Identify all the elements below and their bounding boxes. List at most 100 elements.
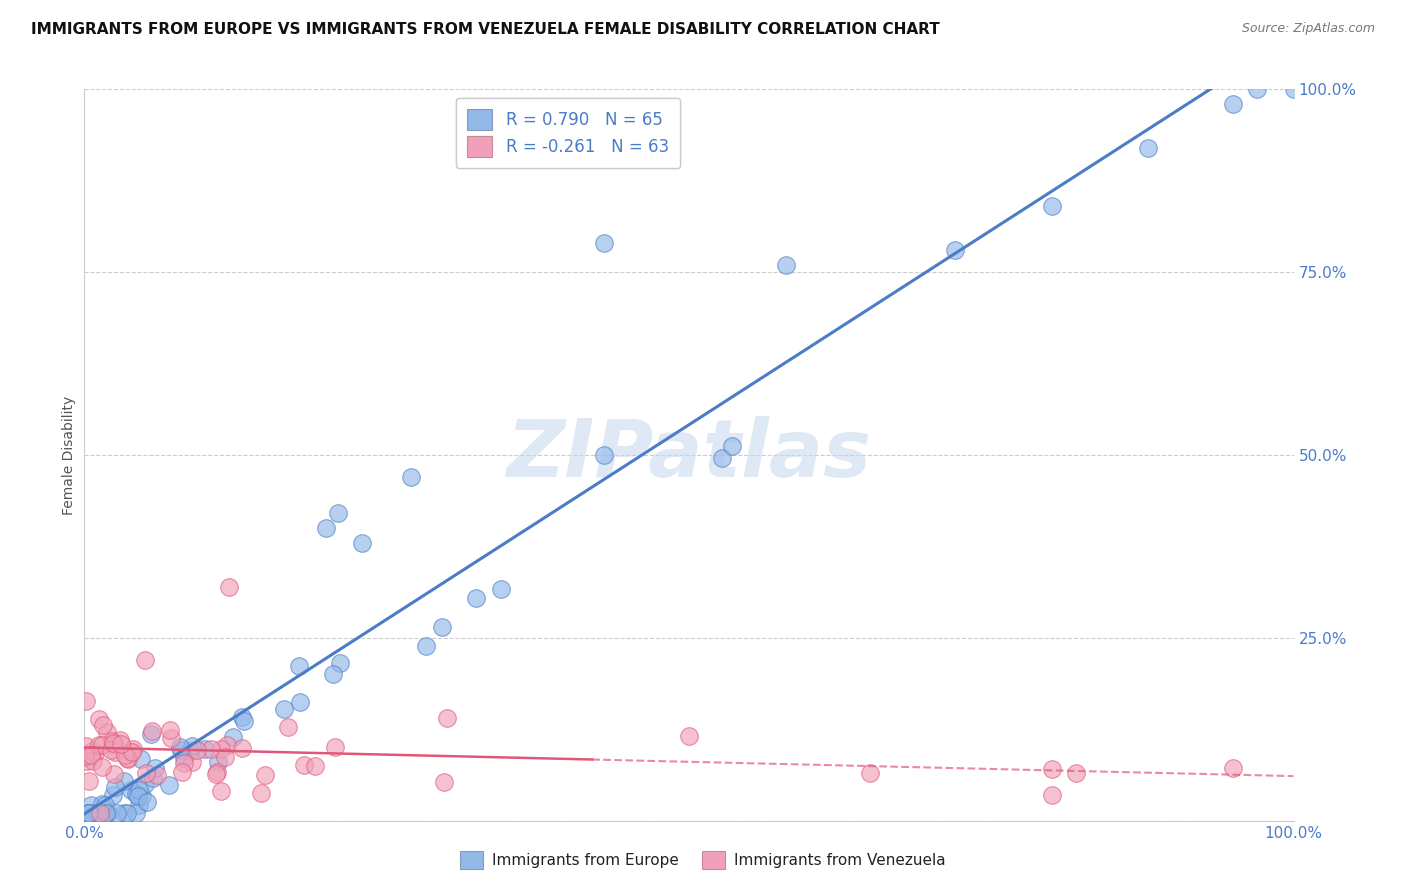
Point: [315, 521, 337, 535]
Point: [1222, 760, 1244, 774]
Point: [253, 768, 276, 782]
Point: [86, 806, 108, 821]
Point: [209, 742, 232, 756]
Point: [121, 741, 143, 756]
Point: [170, 764, 193, 779]
Legend: Immigrants from Europe, Immigrants from Venezuela: Immigrants from Europe, Immigrants from …: [454, 845, 952, 875]
Point: [859, 766, 882, 780]
Point: [179, 744, 201, 758]
Point: [143, 761, 166, 775]
Point: [97, 806, 120, 821]
Point: [399, 470, 422, 484]
Point: [329, 656, 352, 670]
Point: [76, 755, 98, 769]
Point: [96, 724, 118, 739]
Point: [204, 766, 226, 780]
Point: [1040, 763, 1063, 777]
Point: [128, 782, 150, 797]
Point: [277, 720, 299, 734]
Point: [103, 766, 125, 780]
Point: [711, 450, 734, 465]
Point: [115, 751, 138, 765]
Point: [103, 788, 125, 802]
Point: [134, 653, 156, 667]
Point: [80, 744, 103, 758]
Text: ZIPatlas: ZIPatlas: [506, 416, 872, 494]
Point: [90, 760, 112, 774]
Point: [169, 740, 191, 755]
Point: [87, 712, 110, 726]
Point: [221, 730, 243, 744]
Point: [1064, 766, 1087, 780]
Point: [80, 747, 103, 762]
Point: [105, 805, 128, 820]
Point: [103, 737, 125, 751]
Point: [180, 739, 202, 754]
Point: [288, 659, 311, 673]
Point: [352, 535, 374, 549]
Point: [90, 739, 112, 753]
Point: [77, 806, 100, 821]
Point: [214, 750, 236, 764]
Point: [231, 710, 253, 724]
Point: [83, 806, 105, 821]
Point: [131, 789, 153, 803]
Point: [292, 757, 315, 772]
Point: [75, 694, 97, 708]
Point: [141, 724, 163, 739]
Point: [80, 798, 103, 813]
Point: [249, 786, 271, 800]
Point: [127, 789, 149, 803]
Point: [108, 733, 131, 747]
Point: [160, 731, 183, 745]
Point: [90, 797, 112, 812]
Point: [121, 745, 143, 759]
Point: [75, 739, 97, 753]
Point: [159, 723, 181, 737]
Point: [77, 806, 100, 821]
Point: [120, 783, 142, 797]
Point: [1137, 141, 1160, 155]
Point: [1222, 96, 1244, 111]
Point: [94, 798, 117, 813]
Point: [430, 620, 453, 634]
Point: [1282, 82, 1305, 96]
Point: [135, 766, 157, 780]
Point: [125, 806, 148, 821]
Point: [110, 737, 132, 751]
Y-axis label: Female Disability: Female Disability: [62, 395, 76, 515]
Point: [1040, 199, 1063, 213]
Point: [77, 774, 100, 789]
Legend: R = 0.790   N = 65, R = -0.261   N = 63: R = 0.790 N = 65, R = -0.261 N = 63: [456, 97, 681, 169]
Point: [180, 755, 202, 769]
Point: [136, 795, 159, 809]
Point: [322, 667, 344, 681]
Point: [134, 777, 156, 791]
Point: [173, 751, 195, 765]
Point: [288, 695, 311, 709]
Point: [89, 738, 111, 752]
Text: IMMIGRANTS FROM EUROPE VS IMMIGRANTS FROM VENEZUELA FEMALE DISABILITY CORRELATIO: IMMIGRANTS FROM EUROPE VS IMMIGRANTS FRO…: [31, 22, 939, 37]
Point: [1246, 82, 1268, 96]
Point: [323, 739, 346, 754]
Point: [775, 258, 797, 272]
Point: [433, 774, 456, 789]
Point: [209, 784, 232, 798]
Point: [77, 806, 100, 821]
Point: [721, 439, 744, 453]
Point: [218, 580, 240, 594]
Point: [129, 752, 152, 766]
Point: [104, 745, 127, 759]
Point: [89, 805, 111, 820]
Point: [464, 591, 486, 605]
Point: [128, 798, 150, 813]
Point: [593, 448, 616, 462]
Point: [146, 767, 169, 781]
Point: [436, 711, 458, 725]
Point: [139, 727, 162, 741]
Point: [83, 746, 105, 760]
Point: [91, 718, 114, 732]
Point: [943, 243, 966, 257]
Point: [200, 742, 222, 756]
Point: [415, 639, 437, 653]
